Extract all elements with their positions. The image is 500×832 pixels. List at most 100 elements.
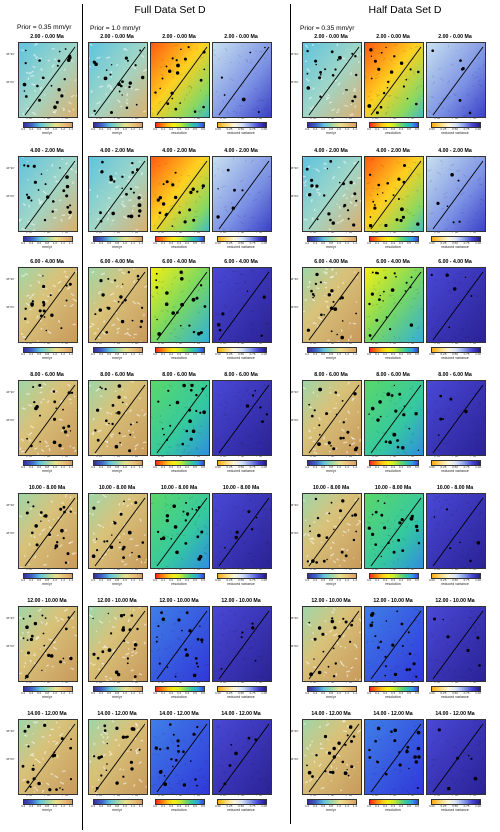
sample-point [128,81,132,85]
relief-stroke [177,636,180,639]
colorbar-label: resolution [171,356,187,360]
colorbar-tick: 0.0 [367,465,372,469]
sample-point [191,429,196,433]
sample-point [336,59,339,61]
sample-point [33,621,38,626]
map-image [302,42,362,118]
relief-stroke [122,782,127,785]
relief-stroke [61,501,65,505]
sample-point [370,77,373,80]
sample-point [127,214,130,218]
relief-stroke [427,754,430,758]
sample-point [67,424,71,428]
sample-point [458,220,461,223]
colorbar-tick: 0.1 [374,578,380,582]
relief-stroke [447,538,452,542]
sample-point [402,85,405,88]
relief-stroke [318,725,321,729]
relief-stroke [202,776,206,778]
relief-stroke [391,540,395,543]
colorbar-tick: 0.2 [21,352,26,356]
relief-stroke [462,114,467,117]
fault-line [432,160,484,230]
relief-stroke [196,620,199,623]
relief-stroke [178,610,182,614]
x-tick-labels: 6°30' 7°00' 7°30' [302,454,360,458]
relief-stroke [311,105,316,110]
sample-point [168,69,172,73]
relief-stroke [134,443,139,448]
relief-stroke [333,525,338,528]
relief-stroke [450,635,452,639]
sample-point [355,530,358,533]
relief-stroke [36,315,39,319]
x-tick-label: 7°30' [346,567,353,571]
relief-stroke [242,301,244,304]
colorbar-tick: 1.00 [261,127,267,131]
relief-stroke [106,217,110,221]
map-background [151,268,209,342]
sample-point [48,533,51,537]
x-tick-label: 7°00' [44,454,51,458]
sample-point [136,274,140,278]
map-background [213,494,271,568]
sample-point [197,331,201,336]
x-tick-labels: 6°30' 7°00' 7°30' [426,230,484,234]
relief-stroke [332,560,337,564]
sample-point [108,422,110,425]
colorbar-tick: 0.8 [328,465,334,469]
y-tick-label: 46°30' [6,616,15,620]
sample-point [130,749,132,751]
x-tick-label: 7°00' [390,793,397,797]
relief-stroke [318,763,322,768]
relief-stroke [460,554,464,558]
x-tick-label: 7°00' [452,341,459,345]
relief-stroke [353,271,356,273]
sample-point [52,390,56,393]
relief-stroke [57,280,62,285]
map-panel: 8.00 - 6.00 Ma 6°30' 7°00' 7°30' 0.0 0.1 0.2 0.… [150,372,210,490]
map-background [213,268,271,342]
x-tick-label: 7°30' [62,341,69,345]
colorbar-tick: 0.2 [21,465,26,469]
relief-stroke [159,65,164,69]
relief-stroke [412,720,414,723]
x-tick-labels: 6°30' 7°00' 7°30' [150,680,208,684]
relief-stroke [165,509,168,513]
sample-point [111,422,114,426]
relief-stroke [217,670,221,672]
sample-point [330,501,333,504]
sample-point [44,617,47,619]
sample-point [397,538,400,542]
sample-point [107,648,112,652]
relief-stroke [339,420,342,423]
sample-point [133,675,137,678]
sample-point [223,782,227,786]
relief-stroke [371,199,375,202]
relief-stroke [481,643,484,647]
sample-point [42,300,45,304]
colorbar-tick: 0.4 [98,804,104,808]
relief-stroke [226,446,230,449]
map-image [212,42,272,118]
sample-point [265,413,269,416]
sample-point [115,726,119,730]
sample-point [174,675,177,678]
x-tick-label: 7°00' [238,341,245,345]
relief-stroke [303,532,307,537]
relief-stroke [228,381,232,383]
x-tick-label: 6°30' [96,341,103,345]
relief-stroke [164,162,168,165]
sample-point [310,289,313,293]
sample-point [137,196,141,200]
sample-point [416,222,420,226]
relief-stroke [450,63,454,66]
colorbar-tick: 0.00 [215,465,221,469]
sample-point [403,164,406,167]
fault-line [94,723,146,793]
relief-stroke [398,769,401,771]
relief-stroke [342,720,346,723]
colorbar-tick: 0.6 [36,465,42,469]
colorbar-tick: 0.2 [305,465,310,469]
sample-point [27,196,31,200]
